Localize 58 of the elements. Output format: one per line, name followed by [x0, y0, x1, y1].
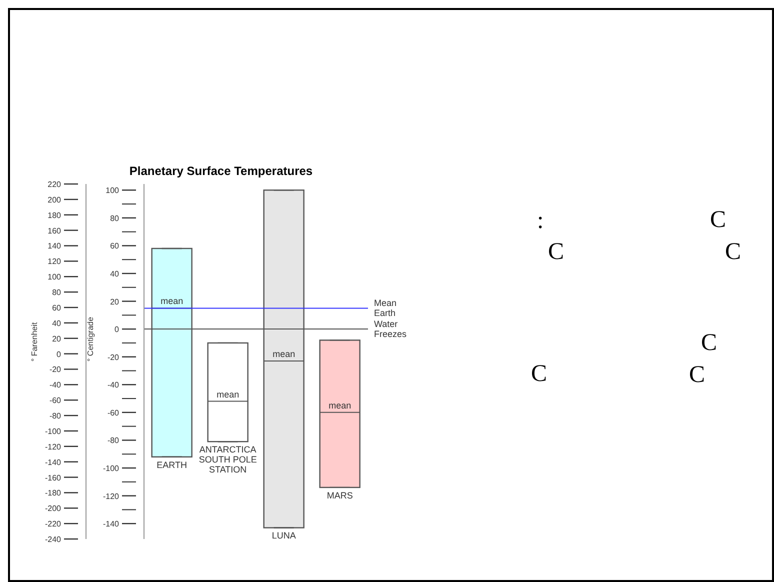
y2-tick-label: -100	[44, 426, 62, 436]
x-tick-label: ANTARCTICA SOUTH POLE STATION	[198, 444, 257, 475]
annotation: mean	[272, 349, 296, 360]
text: :	[537, 208, 544, 235]
y2-tick-label: 200	[48, 195, 62, 204]
y2-tick-label: 60	[52, 303, 62, 312]
y-tick-label: -80	[107, 436, 120, 446]
y-tick-label: -100	[102, 464, 120, 473]
y-tick-label: -120	[102, 492, 120, 501]
x-tick-label: LUNA	[272, 530, 296, 541]
y2-tick-label: 140	[48, 242, 62, 251]
y-axis-title: ° Centigrade	[86, 316, 95, 362]
y-tick-label: -60	[107, 408, 120, 418]
y2-tick-label: 20	[52, 334, 62, 344]
y2-tick-label: -200	[44, 504, 62, 514]
y2-tick-label: 0	[56, 350, 62, 359]
y-tick-label: 20	[110, 297, 120, 306]
text: C	[689, 362, 706, 389]
ref-line-label: Water Freezes	[374, 319, 408, 340]
y2-tick-label: -240	[44, 535, 62, 544]
text: C	[701, 330, 718, 357]
text: C	[531, 361, 548, 388]
chart-title: Planetary Surface Temperatures	[128, 164, 314, 178]
y2-tick-label: -80	[49, 412, 62, 421]
y2-tick-label: -180	[44, 488, 62, 498]
x-tick-label: MARS	[326, 490, 353, 500]
y2-tick-label: 100	[48, 272, 62, 282]
annotation: mean	[160, 296, 184, 306]
y-tick-label: 60	[110, 242, 120, 251]
y2-tick-label: -60	[49, 396, 62, 406]
y-tick-label: 80	[110, 214, 120, 223]
y2-axis-title: ° Farenheit	[30, 322, 39, 362]
text: C	[548, 239, 564, 266]
y2-tick-label: -20	[49, 365, 62, 374]
y2-tick-label: 120	[48, 257, 62, 266]
ref-line-label: Mean Earth	[374, 298, 397, 318]
x-tick-label: EARTH	[156, 460, 188, 470]
annotation: mean	[328, 400, 352, 410]
text: C	[725, 239, 742, 266]
y2-tick-label: 160	[48, 226, 62, 236]
frame: Planetary Surface Temperatures mean mean mean mean Mean Earth Water Freezes -240 -220 -200 -180 -160 -140 -120 -100 -80 -60 -40 -20 0 20 40 60 80 100 120 140 160 180 200 220 ° Farenheit -140 -120 -100 -80 -60 -40 -20 0 20 40 60 80 100 ° Centigrade EARTH ANTARCTICA SOUTH POLE STATION LUNA MARS : C C C C C C	[8, 8, 774, 582]
y-tick-label: -20	[107, 352, 120, 362]
y-tick-label: -40	[107, 380, 120, 390]
y-tick-label: 0	[114, 325, 120, 334]
y2-tick-label: -120	[44, 442, 62, 452]
y2-tick-label: 80	[52, 288, 62, 298]
text: C	[710, 207, 726, 234]
y-tick-label: 100	[106, 186, 120, 196]
y2-tick-label: 220	[48, 180, 62, 189]
y2-tick-label: -160	[44, 473, 62, 482]
y2-tick-label: 180	[48, 210, 62, 220]
y2-tick-label: -40	[49, 380, 62, 390]
annotation: mean	[216, 389, 240, 400]
y-tick-label: -140	[102, 520, 120, 529]
y2-tick-label: -220	[44, 520, 62, 529]
y2-tick-label: 40	[52, 318, 62, 328]
y2-tick-label: -140	[44, 458, 62, 467]
y-tick-label: 40	[110, 269, 120, 278]
